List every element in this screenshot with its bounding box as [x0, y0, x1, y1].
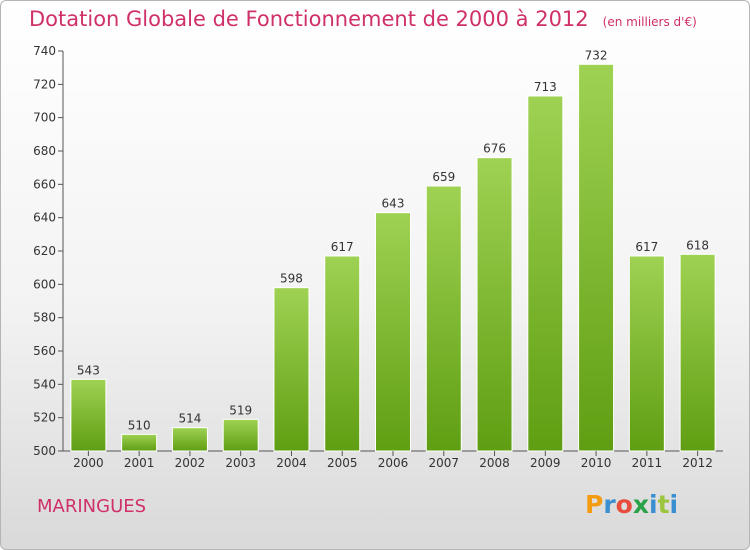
- y-tick-label: 740: [33, 44, 56, 58]
- chart-title-text: Dotation Globale de Fonctionnement de 20…: [29, 7, 589, 31]
- bar: [628, 255, 665, 452]
- bar: [70, 378, 107, 452]
- bar: [527, 95, 564, 452]
- x-tick-label: 2004: [276, 456, 307, 470]
- data-label: 713: [534, 80, 557, 94]
- data-label: 598: [280, 272, 303, 286]
- y-tick-label: 640: [33, 211, 56, 225]
- commune-name: MARINGUES: [37, 496, 147, 517]
- logo-letter: o: [615, 490, 633, 519]
- x-tick-label: 2003: [225, 456, 256, 470]
- logo-letter: i: [669, 490, 679, 519]
- data-label: 643: [382, 197, 405, 211]
- x-tick-label: 2012: [682, 456, 713, 470]
- x-tick-label: 2000: [73, 456, 104, 470]
- y-tick-label: 580: [33, 311, 56, 325]
- y-tick-label: 700: [33, 111, 56, 125]
- bar: [375, 212, 411, 452]
- bar: [425, 185, 462, 452]
- bar: [476, 157, 513, 452]
- proxiti-logo: Proxiti: [585, 490, 678, 519]
- logo-letter: t: [657, 490, 670, 519]
- y-tick-label: 500: [33, 444, 56, 458]
- chart-unit: (en milliers d'€): [602, 15, 697, 29]
- y-tick-label: 520: [33, 411, 56, 425]
- x-tick-label: 2005: [327, 456, 358, 470]
- y-tick-label: 600: [33, 277, 56, 291]
- data-label: 510: [128, 418, 151, 432]
- bar: [578, 63, 615, 452]
- x-tick-label: 2010: [581, 456, 612, 470]
- data-label: 659: [432, 170, 455, 184]
- y-tick-label: 540: [33, 377, 56, 391]
- x-tick-label: 2008: [479, 456, 510, 470]
- x-tick-label: 2007: [428, 456, 459, 470]
- data-label: 676: [483, 142, 506, 156]
- logo-letter: x: [632, 490, 649, 519]
- y-tick-label: 560: [33, 344, 56, 358]
- x-tick-label: 2001: [124, 456, 155, 470]
- bar: [273, 287, 310, 452]
- data-label: 519: [229, 403, 252, 417]
- x-tick-label: 2006: [378, 456, 409, 470]
- bar: [121, 433, 158, 452]
- data-label: 732: [585, 48, 608, 62]
- x-tick-label: 2002: [175, 456, 206, 470]
- bar: [679, 253, 716, 452]
- y-tick-label: 720: [33, 77, 56, 91]
- chart-title: Dotation Globale de Fonctionnement de 20…: [29, 7, 697, 31]
- logo-letter: r: [603, 490, 616, 519]
- data-label: 514: [178, 412, 201, 426]
- bar: [324, 255, 361, 452]
- y-tick-label: 680: [33, 144, 56, 158]
- y-tick-label: 660: [33, 177, 56, 191]
- bar: [171, 427, 208, 452]
- bar: [222, 418, 259, 452]
- data-label: 543: [77, 363, 100, 377]
- logo-letter: P: [585, 490, 604, 519]
- x-tick-label: 2009: [530, 456, 561, 470]
- data-label: 617: [635, 240, 658, 254]
- logo-letter: i: [649, 490, 658, 519]
- y-tick-label: 620: [33, 244, 56, 258]
- data-label: 618: [686, 238, 709, 252]
- x-tick-label: 2011: [632, 456, 663, 470]
- data-label: 617: [331, 240, 354, 254]
